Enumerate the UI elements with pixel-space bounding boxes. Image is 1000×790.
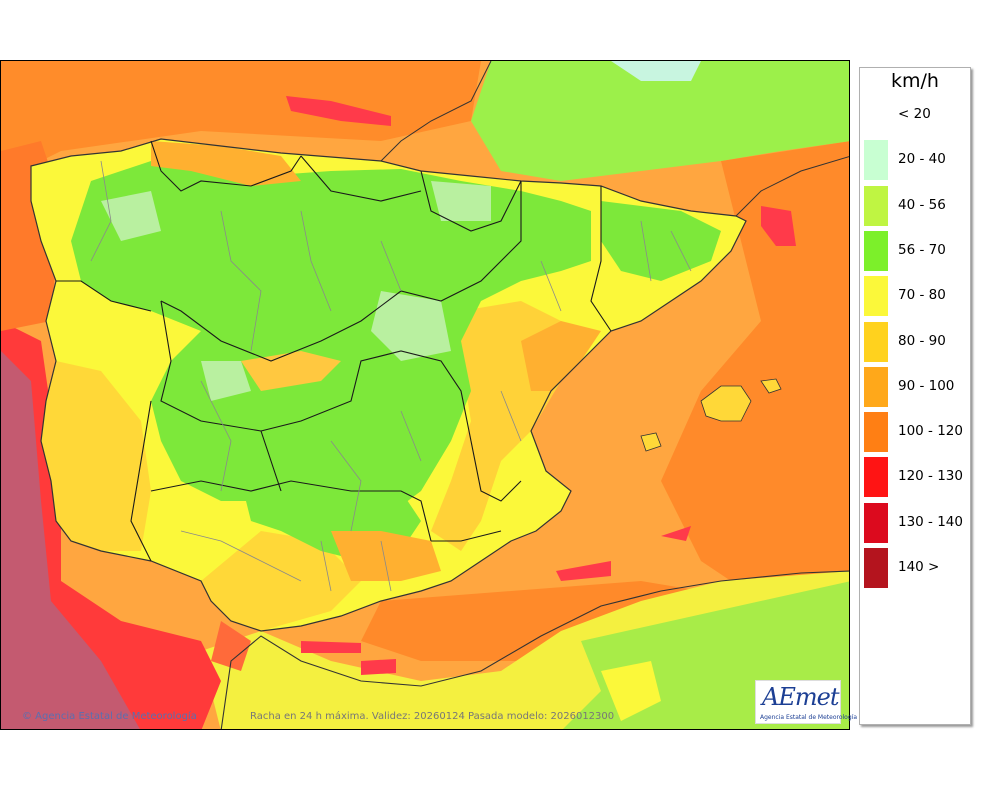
- legend-item: 40 - 56: [860, 185, 970, 226]
- legend-label: 80 - 90: [898, 332, 946, 349]
- gust-patch-algeria: [661, 526, 691, 541]
- land-light-patch-4: [431, 181, 491, 221]
- legend-label: 100 - 120: [898, 423, 963, 440]
- legend-item: 80 - 90: [860, 321, 970, 362]
- legend-label: 90 - 100: [898, 377, 955, 394]
- map-canvas: [1, 61, 849, 729]
- legend-swatch: [864, 502, 888, 543]
- africa-coastline: [220, 570, 849, 729]
- legend-item: 120 - 130: [860, 457, 970, 498]
- legend-swatch: [864, 230, 888, 271]
- legend-item: 140 >: [860, 548, 970, 588]
- sea-east-band: [661, 141, 849, 601]
- sea-north-band: [1, 61, 481, 181]
- legend-item: < 20: [860, 95, 970, 135]
- legend-item: 70 - 80: [860, 276, 970, 317]
- coastline: [30, 138, 747, 632]
- legend-swatch: [864, 548, 888, 588]
- legend-item: 90 - 100: [860, 366, 970, 407]
- wind-gust-map[interactable]: [0, 60, 850, 730]
- land-north-light: [611, 61, 701, 81]
- legend-unit: km/h: [891, 70, 939, 92]
- legend-label: < 20: [898, 106, 931, 122]
- land-north-green: [471, 61, 849, 181]
- sea-atlantic-dark: [1, 351, 140, 729]
- land-light-patch-2: [371, 291, 451, 361]
- land-interior-green: [71, 161, 591, 531]
- legend-label: 40 - 56: [898, 196, 946, 213]
- aemet-logo-mark: AEmet: [762, 683, 839, 711]
- legend-label: 120 - 130: [898, 468, 963, 485]
- legend-label: 56 - 70: [898, 241, 946, 258]
- legend-label: 70 - 80: [898, 287, 946, 304]
- legend-swatch: [864, 276, 888, 317]
- region-boundaries: [56, 140, 612, 562]
- legend-swatch: [864, 412, 888, 453]
- land-light-patch-3: [201, 361, 251, 401]
- province-boundaries: [90, 160, 692, 592]
- land-africa-patch: [601, 661, 661, 721]
- copyright-text: © Agencia Estatal de Meteorología: [22, 711, 197, 722]
- legend-label: 20 - 40: [898, 151, 946, 168]
- ridge-central: [241, 351, 341, 391]
- legend-item: 56 - 70: [860, 230, 970, 271]
- island-mallorca: [700, 385, 752, 422]
- ridge-cantabrian: [151, 141, 301, 186]
- gust-patch-cadiz: [211, 621, 251, 671]
- legend-swatch: [864, 321, 888, 362]
- island-menorca: [760, 378, 782, 394]
- gust-patch-strait-2: [361, 659, 396, 675]
- legend-item: 130 - 140: [860, 502, 970, 543]
- legend-item: 20 - 40: [860, 140, 970, 181]
- aemet-logo: AEmet Agencia Estatal de Meteorología: [755, 680, 857, 724]
- gust-patch-strait: [301, 641, 361, 653]
- legend-swatch: [864, 185, 888, 226]
- map-caption: Racha en 24 h máxima. Validez: 20260124 …: [250, 711, 615, 722]
- gust-patch-alboran-east: [556, 561, 611, 581]
- aemet-logo-subtitle: Agencia Estatal de Meteorología: [760, 714, 857, 721]
- legend-swatch: [864, 140, 888, 181]
- legend: km/h < 20 20 - 40 40 - 56 56 - 70 70 - 80 80 …: [859, 67, 971, 725]
- land-andalusia-west: [201, 531, 361, 631]
- ridge-betic: [331, 531, 441, 581]
- legend-label: 140 >: [898, 559, 940, 575]
- legend-swatch: [864, 366, 888, 407]
- legend-swatch: [864, 457, 888, 498]
- land-catalonia-green: [601, 201, 721, 281]
- gust-patch-bay-of-biscay: [286, 96, 391, 126]
- legend-item: 100 - 120: [860, 412, 970, 453]
- land-light-patch-1: [101, 191, 161, 241]
- france-south-coastline: [735, 156, 849, 217]
- ridge-iberian-east: [521, 321, 601, 391]
- island-ibiza: [640, 432, 662, 452]
- france-coastline: [380, 61, 492, 162]
- legend-label: 130 - 140: [898, 513, 963, 530]
- gust-patch-gulf-of-lion: [761, 206, 796, 246]
- land-portugal-west: [41, 361, 151, 551]
- legend-swatch: [864, 95, 888, 135]
